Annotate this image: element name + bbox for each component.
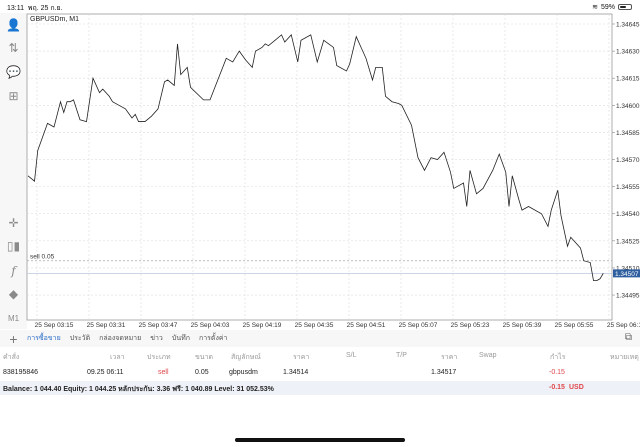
x-tick-label: 25 Sep 03:47 [139, 322, 178, 329]
chat-icon[interactable]: 💬 [6, 65, 21, 79]
x-tick-label: 25 Sep 05:55 [555, 322, 594, 329]
timeframe-button[interactable]: M1 [7, 313, 20, 323]
y-tick-label: 1.34585 [616, 130, 640, 137]
y-tick-label: 1.34570 [616, 157, 640, 164]
y-tick-label: 1.34495 [616, 293, 640, 300]
col-sl: S/L [346, 352, 357, 359]
objects-icon[interactable]: ◆ [8, 287, 19, 301]
x-tick-label: 25 Sep 05:23 [451, 322, 490, 329]
col-current-price: ราคา [441, 354, 458, 361]
summary-profit: -0.15 [549, 384, 565, 391]
x-tick-label: 25 Sep 03:15 [35, 322, 74, 329]
col-profit: กำไร [550, 354, 566, 361]
terminal-tabs: + การซื้อขาย ประวัติ กล่องจดหมาย ข่าว บั… [0, 330, 640, 347]
account-icon[interactable]: 👤 [6, 18, 21, 32]
y-tick-label: 1.34540 [616, 211, 640, 218]
col-type: ประเภท [147, 354, 171, 361]
tab-settings[interactable]: การตั้งค่า [198, 335, 228, 342]
cell-profit: -0.15 [549, 369, 565, 376]
y-tick-label: 1.34600 [616, 103, 640, 110]
x-tick-label: 25 Sep 04:19 [243, 322, 282, 329]
col-volume: ขนาด [195, 354, 214, 361]
add-icon[interactable]: + [9, 330, 18, 347]
x-tick-label: 25 Sep 03:31 [87, 322, 126, 329]
x-tick-label: 25 Sep 04:35 [295, 322, 334, 329]
cell-volume: 0.05 [195, 369, 209, 376]
y-tick-label: 1.34630 [616, 49, 640, 56]
plot-area [26, 13, 613, 321]
y-tick-label: 1.34510 [616, 265, 640, 272]
wifi-icon: ≋ [592, 4, 598, 11]
cell-type: sell [158, 369, 169, 376]
cell-symbol: gbpusdm [229, 369, 258, 376]
summary-currency: USD [569, 384, 584, 391]
x-tick-label: 25 Sep 04:51 [347, 322, 386, 329]
trade-arrows-icon[interactable]: ⇅ [8, 41, 19, 55]
price-chart[interactable]: 1.34645 1.34630 1.34615 1.34600 1.34585 1.345… [0, 0, 640, 330]
current-price-label: 1.34507 [615, 271, 639, 278]
y-tick-label: 1.34525 [616, 238, 640, 245]
battery-percent: 59% [600, 3, 615, 11]
col-time: เวลา [110, 354, 125, 361]
col-price: ราคา [293, 354, 310, 361]
x-tick-label: 25 Sep 04:03 [191, 322, 230, 329]
new-document-icon[interactable]: ⊞ [8, 89, 19, 103]
table-header: คำสั่ง เวลา ประเภท ขนาด สัญลักษณ์ ราคา S… [0, 347, 640, 364]
summary-text: Balance: 1 044.40 Equity: 1 044.25 หลักป… [3, 386, 274, 393]
tab-trade[interactable]: การซื้อขาย [27, 335, 61, 342]
status-time-date: 13:11 พฤ. 25 ก.ย. [7, 5, 63, 12]
col-comment: หมายเหตุ [610, 354, 639, 361]
y-tick-label: 1.34555 [616, 184, 640, 191]
x-tick-label: 25 Sep 05:07 [399, 322, 438, 329]
chart-toolbar: 👤 ⇅ 💬 ⊞ ✛ ▯▮ f ◆ M1 [0, 13, 27, 329]
current-price-tag [613, 269, 640, 278]
tab-history[interactable]: ประวัติ [69, 335, 91, 342]
sell-order-label: sell 0.05 [30, 254, 55, 261]
price-series-line [27, 34, 604, 281]
tab-mailbox[interactable]: กล่องจดหมาย [99, 335, 142, 342]
function-icon[interactable]: f [11, 264, 16, 278]
cell-order: 838195846 [3, 369, 39, 376]
home-indicator[interactable] [235, 438, 405, 442]
x-tick-label: 25 Sep 05:39 [503, 322, 542, 329]
indicators-icon[interactable]: ▯▮ [6, 239, 21, 253]
tab-journal[interactable]: บันทึก [171, 335, 190, 342]
col-swap: Swap [479, 352, 497, 359]
layout-switch-icon[interactable]: ⧉ [624, 332, 632, 343]
crosshair-icon[interactable]: ✛ [8, 216, 19, 230]
cell-current-price: 1.34517 [431, 369, 457, 376]
y-tick-label: 1.34615 [616, 76, 640, 83]
col-tp: T/P [396, 352, 407, 359]
col-order: คำสั่ง [3, 354, 20, 361]
status-bar: 13:11 พฤ. 25 ก.ย. ≋ 59% [0, 0, 640, 13]
battery-icon [618, 4, 632, 10]
x-tick-label: 25 Sep 06:11 [607, 322, 640, 329]
y-tick-label: 1.34645 [616, 22, 640, 29]
account-summary: Balance: 1 044.40 Equity: 1 044.25 หลักป… [0, 381, 640, 395]
col-symbol: สัญลักษณ์ [231, 354, 261, 361]
cell-time: 09.25 06:11 [87, 369, 124, 376]
chart-title: GBPUSDm, M1 [30, 16, 79, 23]
table-row[interactable]: 838195846 09.25 06:11 sell 0.05 gbpusdm … [0, 364, 640, 381]
cell-price: 1.34514 [283, 369, 309, 376]
tab-news[interactable]: ข่าว [150, 335, 163, 342]
